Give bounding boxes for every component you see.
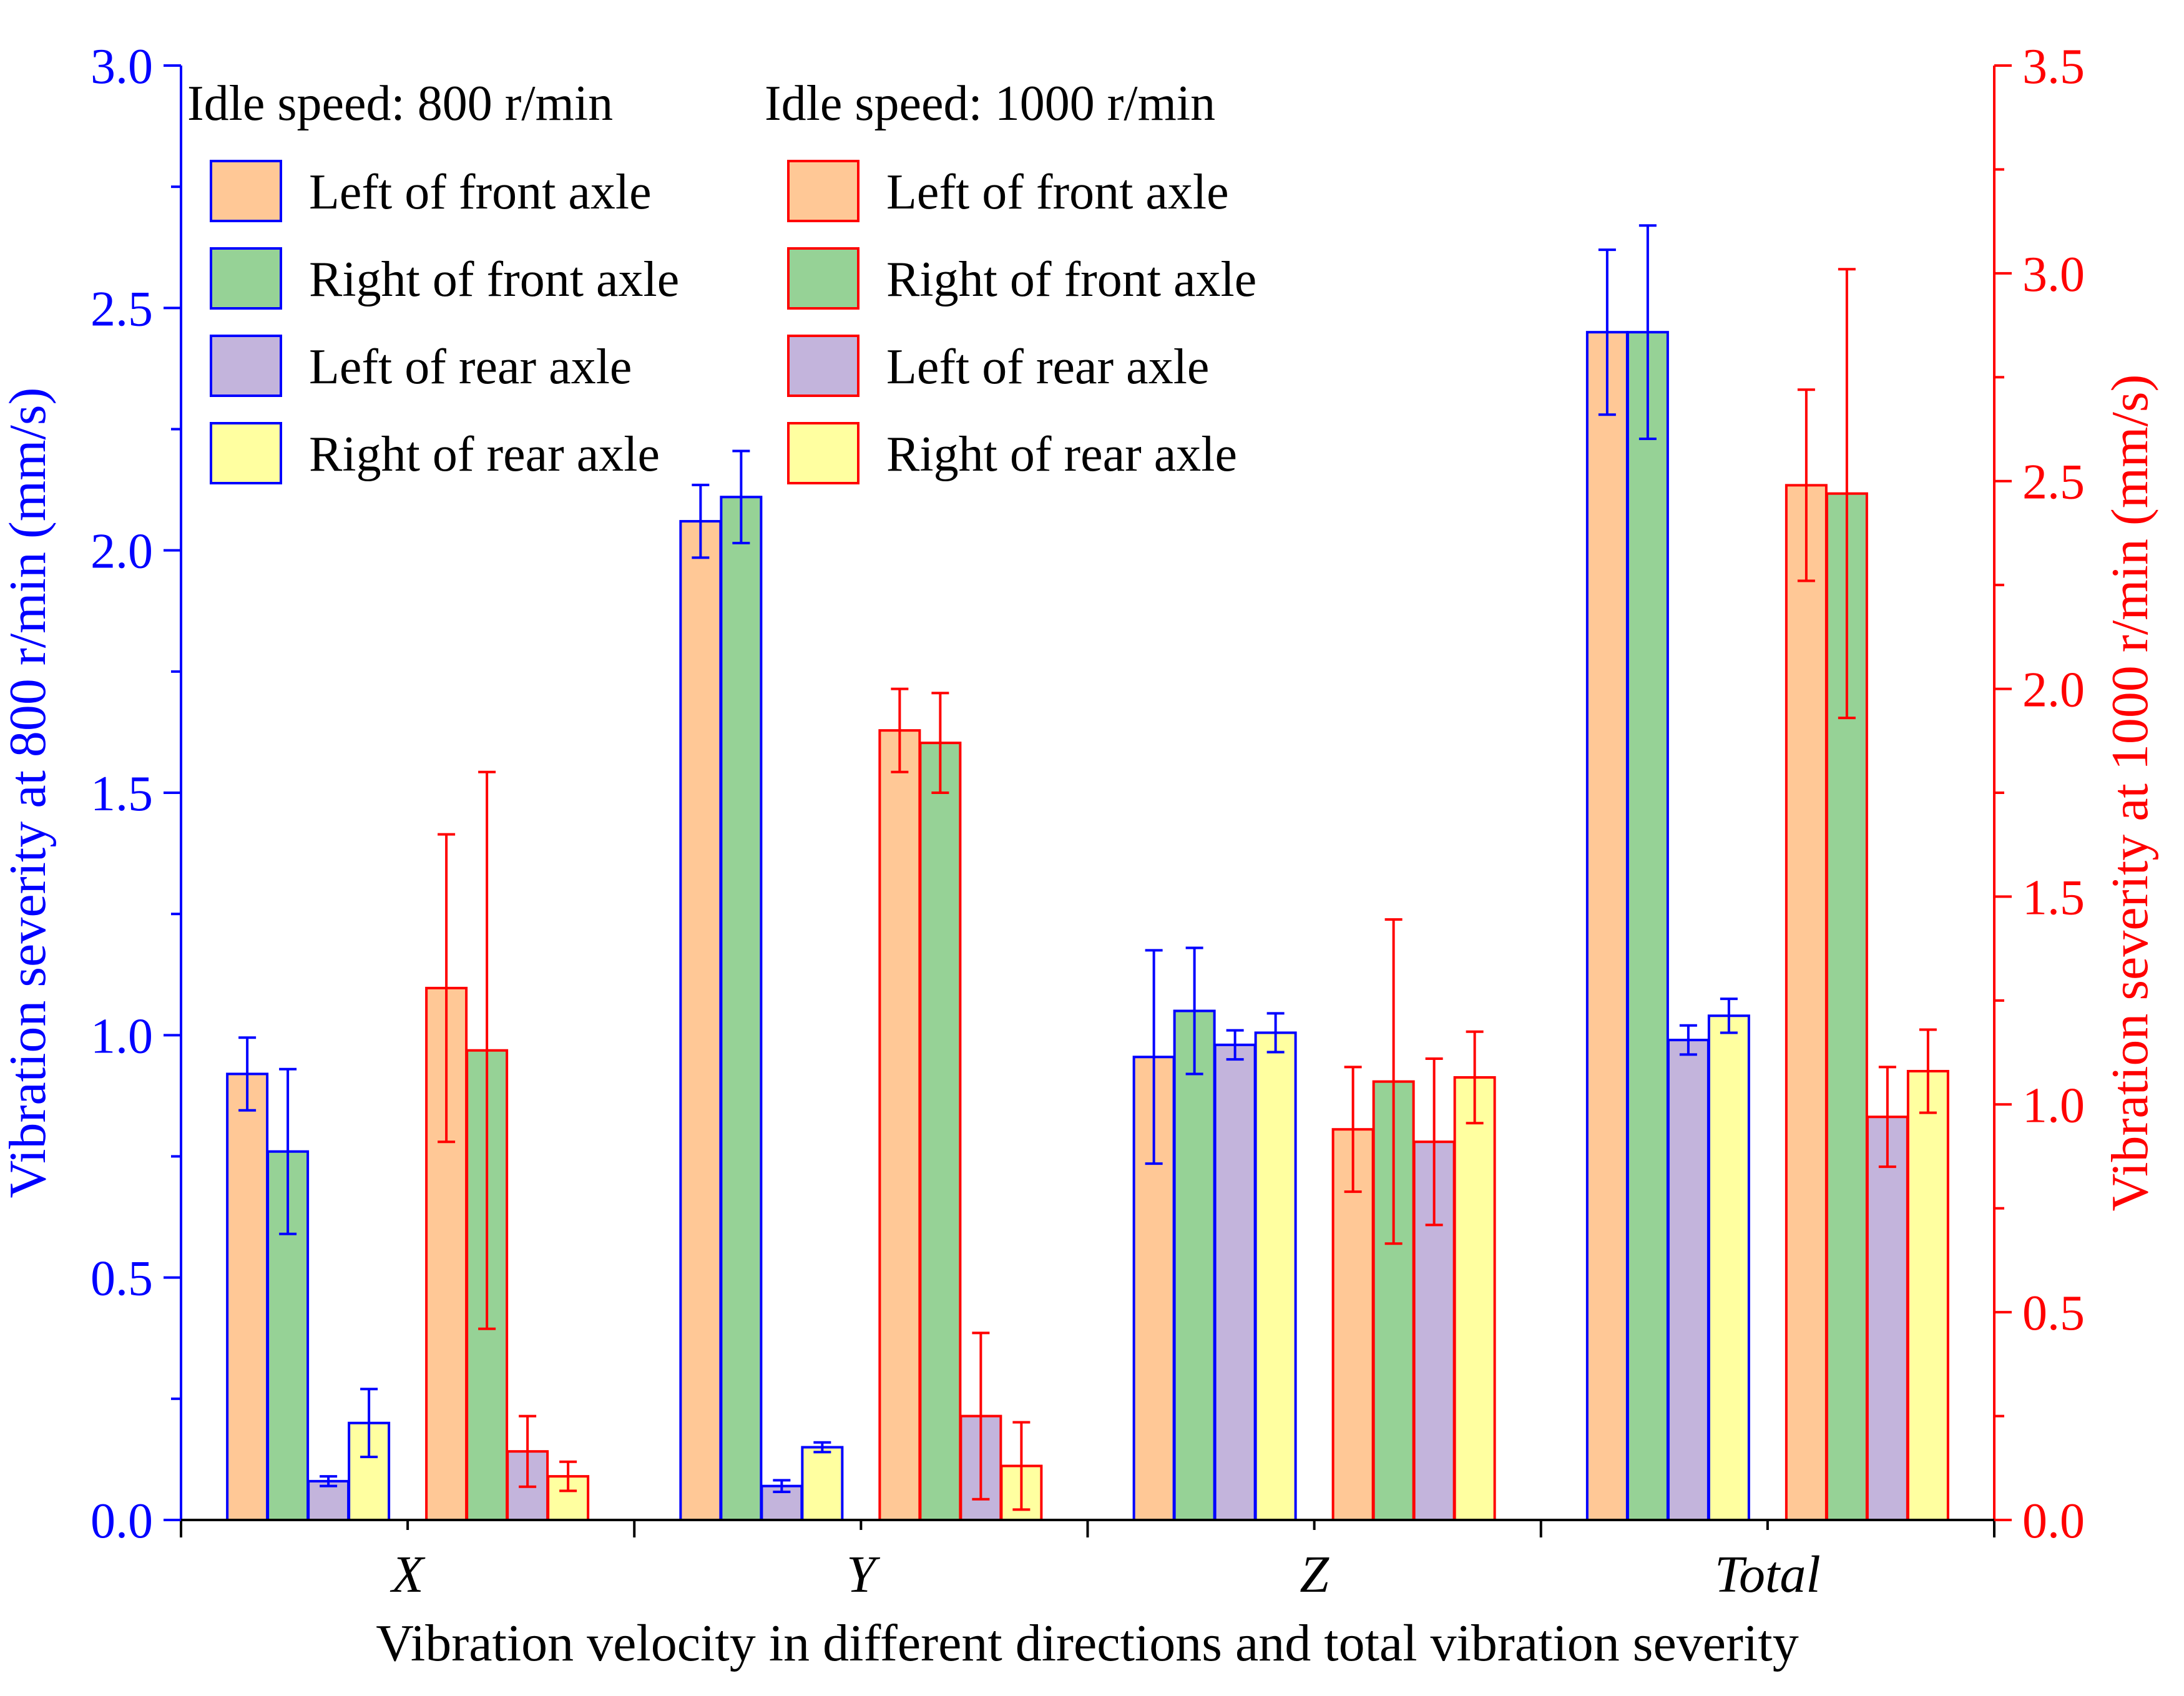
error-bar-800-left-of-rear-axle-x (320, 1475, 338, 1488)
bar-800-left-of-rear-axle-x (307, 1479, 350, 1522)
left-y-tick-label: 2.0 (91, 524, 153, 579)
error-bar-800-left-of-front-axle-y (692, 483, 710, 559)
error-bar-1000-left-of-rear-axle-total (1878, 1066, 1896, 1169)
x-tick-label: Y (846, 1546, 881, 1604)
error-bar-1000-left-of-rear-axle-y (972, 1331, 990, 1501)
bar-1000-right-of-rear-axle-total (1906, 1070, 1949, 1521)
legend-label: Left of front axle (886, 165, 1229, 220)
ticks-layer: X Y Z Total 0.0 0.5 1.0 1.5 2.0 2.5 3.0 0.0 0.5 1.0 1.… (91, 39, 2085, 1604)
legend: Idle speed: 800 r/min Left of front axle R… (187, 76, 1256, 484)
legend-title-800: Idle speed: 800 r/min (187, 76, 613, 131)
x-axis-title: Vibration velocity in different directio… (376, 1614, 1798, 1672)
error-bar-800-left-of-front-axle-total (1598, 248, 1616, 416)
bar-800-right-of-rear-axle-z (1254, 1031, 1297, 1521)
error-bar-1000-left-of-front-axle-x (438, 833, 456, 1144)
x-tick-label: Z (1300, 1546, 1329, 1604)
right-y-tick-label: 1.5 (2022, 870, 2085, 925)
bar-1000-left-of-rear-axle-total (1866, 1115, 1909, 1522)
error-bar-1000-right-of-rear-axle-x (559, 1460, 577, 1493)
x-tick-label: Total (1715, 1546, 1821, 1604)
right-y-tick-label: 0.5 (2022, 1286, 2085, 1341)
error-bar-800-right-of-front-axle-z (1185, 946, 1203, 1076)
right-y-tick-label: 1.0 (2022, 1078, 2085, 1133)
labels-layer: Vibration velocity in different directio… (0, 374, 2159, 1672)
error-bar-1000-left-of-front-axle-y (891, 687, 909, 773)
legend-label: Left of rear axle (886, 340, 1209, 395)
legend-label: Right of rear axle (309, 427, 660, 482)
bar-800-right-of-rear-axle-total (1707, 1014, 1750, 1522)
bar-800-left-of-front-axle-y (679, 520, 722, 1521)
legend-swatch (210, 422, 282, 484)
left-y-tick-label: 0.5 (91, 1252, 153, 1306)
error-bar-1000-right-of-front-axle-y (931, 692, 949, 794)
x-tick-label: X (389, 1546, 426, 1604)
legend-swatch (787, 422, 859, 484)
bar-800-left-of-rear-axle-z (1213, 1043, 1256, 1522)
error-bar-800-left-of-front-axle-z (1145, 949, 1163, 1165)
bar-1000-right-of-rear-axle-z (1453, 1076, 1496, 1521)
error-bar-1000-right-of-rear-axle-y (1012, 1421, 1031, 1511)
bar-800-right-of-front-axle-total (1626, 331, 1669, 1522)
bar-1000-left-of-front-axle-total (1785, 484, 1828, 1521)
bar-800-left-of-rear-axle-total (1667, 1039, 1710, 1521)
legend-swatch (787, 160, 859, 222)
error-bar-800-right-of-rear-axle-z (1266, 1012, 1285, 1054)
error-bar-1000-left-of-front-axle-total (1797, 388, 1815, 582)
right-y-tick-label: 3.5 (2022, 39, 2085, 94)
bar-1000-left-of-front-axle-y (878, 729, 921, 1521)
bar-800-right-of-rear-axle-y (801, 1446, 844, 1521)
right-y-tick-label: 2.0 (2022, 663, 2085, 718)
bar-800-left-of-front-axle-x (226, 1072, 269, 1521)
legend-swatch (210, 160, 282, 222)
legend-swatch (787, 247, 859, 310)
bars-layer (226, 331, 1949, 1522)
bar-1000-right-of-front-axle-y (919, 742, 962, 1521)
error-bar-1000-right-of-front-axle-z (1384, 918, 1403, 1245)
left-y-tick-label: 0.0 (91, 1494, 153, 1549)
right-y-tick-label: 3.0 (2022, 247, 2085, 302)
right-y-tick-label: 0.0 (2022, 1494, 2085, 1549)
left-y-tick-label: 1.5 (91, 767, 153, 821)
error-bar-1000-right-of-rear-axle-z (1466, 1030, 1484, 1125)
legend-swatch (210, 335, 282, 397)
error-bar-800-left-of-rear-axle-y (773, 1479, 791, 1493)
legend-label: Left of rear axle (309, 340, 632, 395)
bar-800-right-of-front-axle-z (1173, 1009, 1216, 1521)
error-bar-1000-left-of-front-axle-z (1344, 1066, 1362, 1194)
error-bars-layer (238, 224, 1937, 1511)
legend-label: Left of front axle (309, 165, 652, 220)
error-bar-800-right-of-rear-axle-y (813, 1441, 831, 1454)
legend-swatch (210, 247, 282, 310)
bar-800-left-of-front-axle-total (1585, 331, 1628, 1522)
legend-label: Right of rear axle (886, 427, 1237, 482)
error-bar-800-right-of-rear-axle-total (1720, 998, 1738, 1034)
error-bar-800-right-of-front-axle-total (1638, 224, 1657, 441)
legend-title-1000: Idle speed: 1000 r/min (765, 76, 1215, 131)
error-bar-1000-right-of-front-axle-total (1838, 268, 1856, 720)
error-bar-1000-right-of-rear-axle-total (1919, 1028, 1937, 1114)
legend-label: Right of front axle (309, 252, 679, 307)
left-y-axis-title: Vibration severity at 800 r/min (mm/s) (0, 387, 57, 1198)
right-y-tick-label: 2.5 (2022, 455, 2085, 510)
error-bar-800-left-of-front-axle-x (238, 1036, 257, 1112)
error-bar-800-left-of-rear-axle-total (1679, 1024, 1697, 1056)
left-y-tick-label: 3.0 (91, 39, 153, 94)
right-y-axis-title: Vibration severity at 1000 r/min (mm/s) (2101, 374, 2159, 1211)
legend-swatch (787, 335, 859, 397)
error-bar-1000-left-of-rear-axle-z (1425, 1057, 1443, 1227)
error-bar-800-right-of-rear-axle-x (360, 1388, 378, 1459)
error-bar-1000-right-of-front-axle-x (478, 770, 496, 1330)
left-y-tick-label: 1.0 (91, 1009, 153, 1064)
left-y-tick-label: 2.5 (91, 282, 153, 336)
error-bar-800-right-of-front-axle-x (279, 1067, 297, 1235)
error-bar-800-right-of-front-axle-y (732, 449, 750, 545)
legend-label: Right of front axle (886, 252, 1256, 307)
bar-800-right-of-front-axle-y (720, 496, 763, 1522)
error-bar-800-left-of-rear-axle-z (1226, 1029, 1244, 1061)
error-bar-1000-left-of-rear-axle-x (519, 1414, 537, 1488)
